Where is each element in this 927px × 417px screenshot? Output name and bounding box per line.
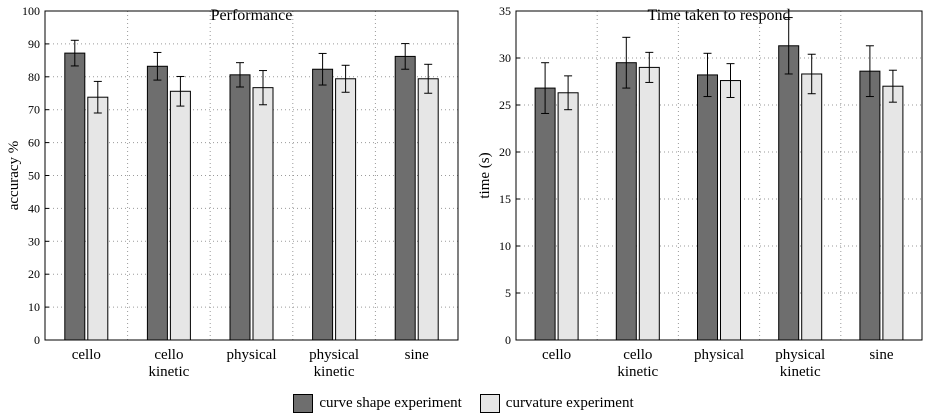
- y-tick-label: 5: [505, 286, 511, 300]
- y-axis-label: accuracy %: [6, 141, 22, 211]
- x-tick-label: cello: [72, 347, 101, 363]
- bar: [335, 78, 357, 341]
- bar: [557, 92, 579, 341]
- bar: [394, 55, 416, 341]
- y-tick-label: 70: [28, 103, 40, 117]
- y-tick-label: 100: [22, 4, 40, 18]
- y-tick-label: 10: [28, 300, 40, 314]
- legend-item-curve-shape: curve shape experiment: [293, 393, 462, 413]
- y-tick-label: 60: [28, 136, 40, 150]
- x-tick-label: physical kinetic: [775, 347, 825, 380]
- x-tick-label: cello kinetic: [617, 347, 658, 380]
- y-tick-label: 90: [28, 37, 40, 51]
- legend-label-curvature: curvature experiment: [505, 394, 634, 411]
- x-tick-label: sine: [405, 347, 430, 363]
- legend-item-curvature: curvature experiment: [479, 393, 634, 413]
- bar: [882, 85, 904, 341]
- y-tick-label: 40: [28, 201, 40, 215]
- y-tick-label: 20: [28, 267, 40, 281]
- x-tick-label: physical: [227, 347, 277, 363]
- bar: [697, 74, 718, 341]
- bar: [417, 78, 439, 341]
- plot-frame: [515, 10, 923, 341]
- bar: [638, 66, 660, 341]
- chart-title: Time taken to respond: [648, 7, 791, 24]
- y-tick-label: 0: [505, 333, 511, 347]
- y-tick-label: 25: [499, 98, 511, 112]
- y-tick-label: 50: [28, 169, 40, 183]
- y-tick-label: 15: [499, 192, 511, 206]
- bar: [859, 70, 881, 341]
- legend-swatch-curvature: [479, 393, 500, 413]
- bar: [169, 90, 191, 341]
- chart-title: Performance: [211, 7, 293, 24]
- legend-label-curve-shape: curve shape experiment: [319, 394, 462, 411]
- y-tick-label: 80: [28, 70, 40, 84]
- x-tick-label: cello kinetic: [148, 347, 189, 380]
- x-tick-label: cello: [542, 347, 571, 363]
- bar: [615, 62, 637, 341]
- bar: [252, 87, 274, 341]
- bar: [64, 52, 86, 341]
- bar: [87, 96, 109, 341]
- y-axis-label: time (s): [477, 152, 493, 198]
- bar: [801, 73, 823, 341]
- bar: [778, 45, 800, 341]
- y-tick-label: 30: [499, 51, 511, 65]
- bar: [720, 80, 741, 341]
- x-tick-label: physical kinetic: [309, 347, 359, 380]
- bar: [312, 68, 334, 341]
- y-tick-label: 20: [499, 145, 511, 159]
- plot-frame: [44, 10, 459, 341]
- legend: curve shape experiment curvature experim…: [0, 392, 927, 414]
- bar: [534, 87, 556, 341]
- y-tick-label: 10: [499, 239, 511, 253]
- x-tick-label: physical: [694, 347, 744, 363]
- x-tick-label: sine: [869, 347, 894, 363]
- y-tick-label: 30: [28, 234, 40, 248]
- bar: [146, 65, 168, 341]
- y-tick-label: 0: [34, 333, 40, 347]
- chart-panel-2: 0 5 10 15 20 25 30 35 cello cello kinetic physical p…: [477, 4, 923, 380]
- bar: [229, 74, 251, 341]
- legend-swatch-curve-shape: [293, 393, 314, 413]
- chart-panel-1: 0 10 20 30 40 50 60 70 80 90 100 cello cello kinetic p…: [6, 4, 459, 380]
- y-tick-label: 35: [499, 4, 511, 18]
